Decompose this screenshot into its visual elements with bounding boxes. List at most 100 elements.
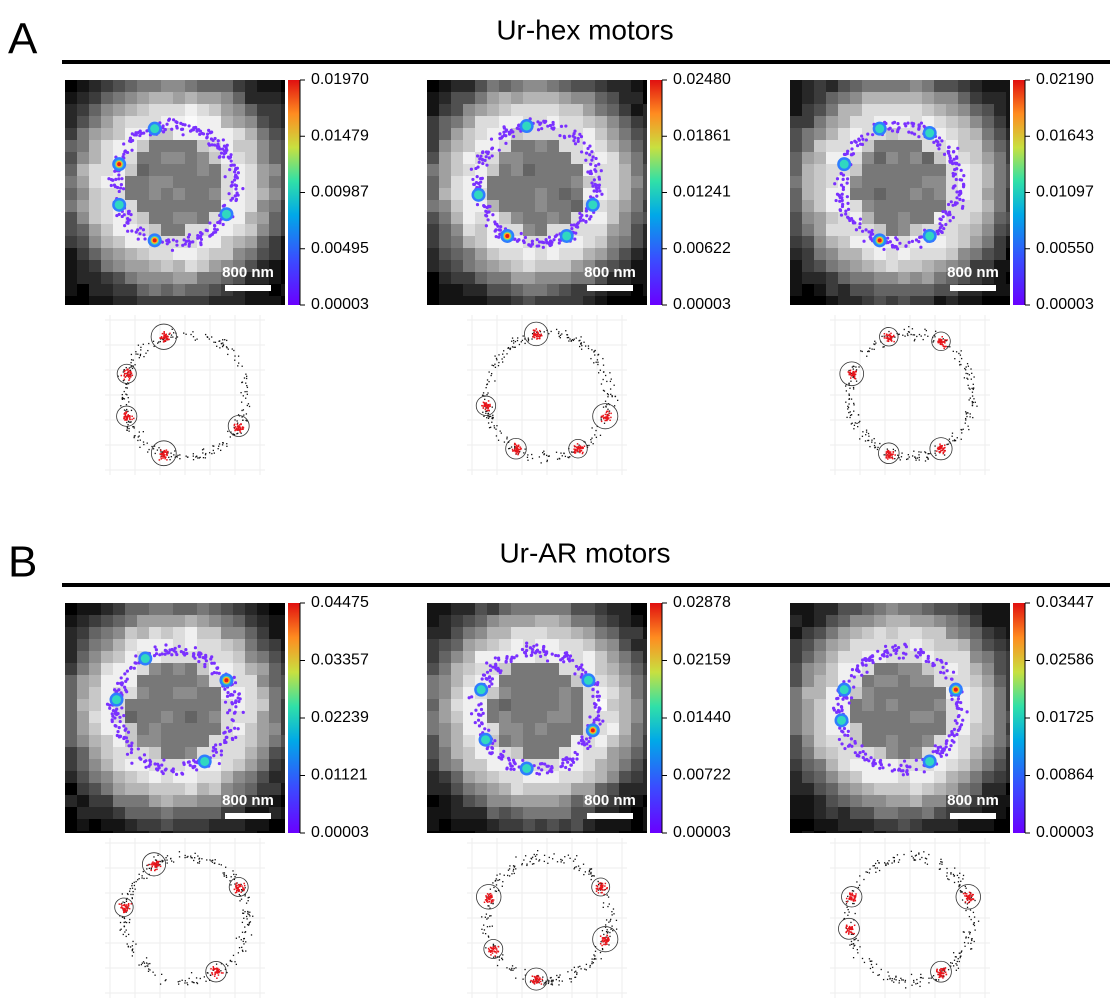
localization: [846, 207, 851, 211]
point: [242, 940, 244, 943]
point: [248, 921, 251, 924]
point: [567, 336, 570, 339]
localization: [903, 122, 907, 126]
image-pixel: [583, 236, 595, 248]
localization: [157, 766, 161, 770]
localization: [573, 136, 577, 140]
image-pixel: [65, 140, 77, 152]
point: [122, 933, 124, 936]
localization: [484, 677, 488, 681]
point: [247, 924, 250, 926]
cluster-point: [941, 341, 943, 343]
image-pixel: [643, 747, 647, 759]
image-pixel: [137, 104, 149, 116]
localization: [834, 198, 838, 203]
image-pixel: [499, 771, 511, 783]
localization: [152, 654, 157, 658]
cluster-point: [941, 343, 943, 346]
localization: [192, 651, 196, 656]
point: [971, 400, 973, 403]
image-pixel: [790, 236, 802, 248]
point: [184, 980, 186, 982]
colorbar-tick-label: 0.01121: [311, 767, 368, 784]
cluster-point: [131, 415, 133, 418]
point: [125, 403, 128, 406]
point: [131, 885, 133, 887]
image-pixel: [631, 200, 643, 212]
colorbar-tick-label: 0.04475: [311, 594, 369, 611]
image-pixel: [209, 104, 221, 116]
cluster-circle: [228, 877, 249, 897]
localization: [554, 653, 558, 658]
localization: [123, 672, 127, 676]
image-pixel: [970, 296, 982, 305]
image-pixel: [149, 603, 161, 615]
localization: [858, 225, 862, 230]
point: [854, 422, 856, 424]
point: [195, 456, 197, 458]
image-pixel: [197, 104, 209, 116]
image-pixel: [535, 711, 547, 723]
point: [862, 431, 864, 433]
localization: [882, 247, 886, 252]
image-pixel: [89, 747, 101, 759]
image-pixel: [475, 831, 487, 833]
point: [606, 393, 609, 395]
image-pixel: [101, 771, 113, 783]
localization: [223, 700, 228, 704]
image-pixel: [946, 188, 958, 200]
image-pixel: [65, 771, 77, 783]
point: [853, 428, 855, 430]
localization: [235, 191, 239, 195]
image-pixel: [463, 615, 475, 627]
image-pixel: [838, 80, 850, 92]
localization: [139, 226, 143, 230]
image-pixel: [874, 260, 886, 272]
image-pixel: [245, 128, 257, 140]
image-pixel: [487, 699, 499, 711]
image-pixel: [451, 759, 463, 771]
cluster-point: [155, 860, 158, 863]
image-pixel: [173, 296, 185, 305]
figure-panel: 800 nm0.028780.021590.014400.007220.0000…: [427, 594, 731, 998]
point: [129, 946, 132, 948]
image-pixel: [101, 603, 113, 615]
image-pixel: [862, 200, 874, 212]
image-pixel: [463, 807, 475, 819]
point: [210, 860, 212, 862]
image-pixel: [137, 248, 149, 260]
point: [607, 408, 609, 410]
point: [204, 457, 207, 459]
image-pixel: [838, 116, 850, 128]
image-pixel: [427, 92, 439, 104]
image-pixel: [185, 296, 197, 305]
image-pixel: [1006, 140, 1010, 152]
image-pixel: [245, 675, 257, 687]
image-pixel: [137, 212, 149, 224]
image-pixel: [814, 128, 826, 140]
localization: [567, 134, 572, 138]
image-pixel: [233, 819, 245, 831]
point: [127, 410, 129, 413]
point: [847, 408, 849, 410]
point: [194, 339, 196, 341]
image-pixel: [619, 723, 631, 735]
image-pixel: [209, 116, 221, 128]
localization: [117, 726, 121, 730]
cluster-point: [849, 377, 852, 379]
image-pixel: [946, 80, 958, 92]
image-pixel: [535, 735, 547, 747]
image-pixel: [619, 795, 631, 807]
image-pixel: [571, 272, 583, 284]
image-pixel: [149, 687, 161, 699]
cluster-circle: [879, 327, 899, 347]
image-pixel: [547, 164, 559, 176]
image-pixel: [619, 164, 631, 176]
image-pixel: [281, 699, 285, 711]
cluster-point: [163, 331, 165, 333]
cluster-point: [127, 374, 130, 377]
image-pixel: [281, 92, 285, 104]
localization: [484, 155, 488, 159]
localization: [868, 235, 872, 239]
